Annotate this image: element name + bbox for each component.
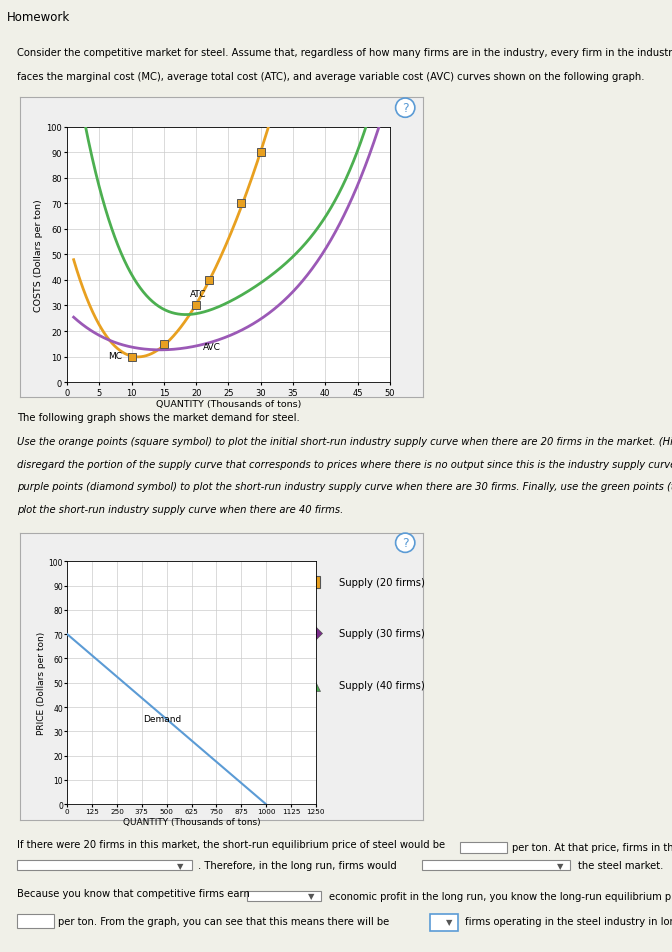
X-axis label: QUANTITY (Thousands of tons): QUANTITY (Thousands of tons) — [156, 400, 301, 409]
Text: per ton. From the graph, you can see that this means there will be: per ton. From the graph, you can see tha… — [58, 917, 390, 926]
Text: Supply (30 firms): Supply (30 firms) — [339, 628, 425, 639]
Text: If there were 20 firms in this market, the short-run equilibrium price of steel : If there were 20 firms in this market, t… — [17, 839, 445, 848]
Text: ?: ? — [402, 102, 409, 115]
FancyBboxPatch shape — [460, 843, 507, 853]
Text: ATC: ATC — [190, 289, 206, 299]
Text: disregard the portion of the supply curve that corresponds to prices where there: disregard the portion of the supply curv… — [17, 459, 672, 469]
Text: ▼: ▼ — [308, 891, 314, 901]
Text: The following graph shows the market demand for steel.: The following graph shows the market dem… — [17, 413, 300, 423]
Text: per ton. At that price, firms in this industry would: per ton. At that price, firms in this in… — [512, 843, 672, 853]
FancyBboxPatch shape — [17, 914, 54, 928]
Y-axis label: COSTS (Dollars per ton): COSTS (Dollars per ton) — [34, 199, 43, 311]
Text: firms operating in the steel industry in long-run equilibrium.: firms operating in the steel industry in… — [465, 917, 672, 926]
FancyBboxPatch shape — [17, 860, 192, 870]
Text: economic profit in the long run, you know the long-run equilibrium price must be: economic profit in the long run, you kno… — [329, 891, 672, 901]
Text: ▼: ▼ — [177, 861, 183, 870]
FancyBboxPatch shape — [247, 891, 321, 902]
Text: MC: MC — [108, 351, 122, 361]
Text: ▼: ▼ — [446, 918, 452, 926]
Text: Supply (40 firms): Supply (40 firms) — [339, 681, 425, 690]
FancyBboxPatch shape — [422, 860, 570, 870]
Text: faces the marginal cost (MC), average total cost (ATC), and average variable cos: faces the marginal cost (MC), average to… — [17, 72, 644, 82]
Text: Use the orange points (square symbol) to plot the initial short-run industry sup: Use the orange points (square symbol) to… — [17, 437, 672, 446]
FancyBboxPatch shape — [430, 914, 458, 931]
Text: Consider the competitive market for steel. Assume that, regardless of how many f: Consider the competitive market for stee… — [17, 49, 672, 58]
X-axis label: QUANTITY (Thousands of tons): QUANTITY (Thousands of tons) — [123, 818, 260, 826]
Text: the steel market.: the steel market. — [578, 861, 663, 870]
Y-axis label: PRICE (Dollars per ton): PRICE (Dollars per ton) — [37, 631, 46, 735]
Text: Demand: Demand — [142, 715, 181, 724]
Text: Because you know that competitive firms earn: Because you know that competitive firms … — [17, 888, 250, 899]
Text: ?: ? — [402, 537, 409, 549]
Text: purple points (diamond symbol) to plot the short-run industry supply curve when : purple points (diamond symbol) to plot t… — [17, 482, 672, 492]
Text: Supply (20 firms): Supply (20 firms) — [339, 577, 425, 587]
Text: AVC: AVC — [203, 343, 220, 351]
Text: ▼: ▼ — [556, 861, 563, 870]
Text: plot the short-run industry supply curve when there are 40 firms.: plot the short-run industry supply curve… — [17, 505, 343, 514]
Text: . Therefore, in the long run, firms would: . Therefore, in the long run, firms woul… — [198, 861, 397, 870]
Text: Homework: Homework — [7, 10, 70, 24]
